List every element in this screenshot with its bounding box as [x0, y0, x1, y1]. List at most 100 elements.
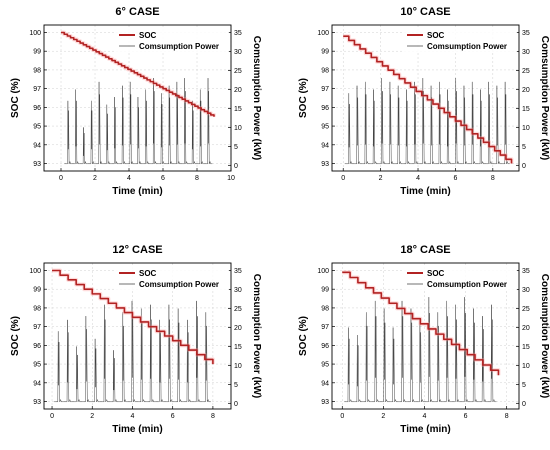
legend-box	[403, 266, 517, 291]
x-tick-label: 8	[505, 413, 509, 420]
series-soc-line	[342, 271, 500, 376]
y-tick-label: 100	[29, 30, 41, 37]
y-tick-label: 100	[317, 30, 329, 37]
y-axis-label: SOC (%)	[298, 316, 309, 356]
x-tick-label: 2	[93, 175, 97, 182]
y2-tick-label: 25	[522, 68, 530, 75]
y-tick-label: 97	[321, 86, 329, 93]
y2-tick-label: 0	[234, 401, 238, 408]
y2-tick-label: 10	[522, 363, 530, 370]
y2-tick-label: 15	[522, 344, 530, 351]
y-tick-label: 100	[317, 268, 329, 275]
x-tick-label: 6	[161, 175, 165, 182]
y2-tick-label: 25	[234, 68, 242, 75]
legend-label-power: Comsumption Power	[139, 280, 219, 289]
plot-frame	[331, 262, 520, 410]
y2-tick-label: 0	[234, 163, 238, 170]
y-tick-label: 96	[321, 105, 329, 112]
x-tick-label: 8	[195, 175, 199, 182]
x-tick-label: 6	[464, 413, 468, 420]
y2-tick-label: 20	[522, 87, 530, 94]
y-tick-label: 93	[321, 161, 329, 168]
chart-panel-2: 12° CASE 93 94 95 96 97 98 99 100 0 5 10 15 20 25 30 35 0…	[10, 244, 262, 435]
x-tick-label: 0	[50, 413, 54, 420]
y-tick-label: 94	[321, 142, 329, 149]
series-power-line	[345, 78, 510, 165]
y-tick-label: 99	[321, 49, 329, 56]
x-axis-label: Time (min)	[400, 424, 450, 435]
y-tick-label: 96	[33, 343, 41, 350]
y2-tick-label: 30	[234, 49, 242, 56]
y-tick-label: 94	[33, 142, 41, 149]
y2-tick-label: 25	[234, 306, 242, 313]
chart-panel-3: 18° CASE 93 94 95 96 97 98 99 100 0 5 10 15 20 25 30 35 0…	[298, 244, 550, 435]
legend-box	[115, 266, 229, 291]
x-tick-label: 8	[491, 175, 495, 182]
y-tick-label: 97	[33, 86, 41, 93]
y-tick-label: 95	[321, 362, 329, 369]
y-tick-label: 96	[321, 343, 329, 350]
panel-title: 6° CASE	[115, 6, 159, 18]
y-tick-label: 94	[321, 380, 329, 387]
x-tick-label: 4	[131, 413, 135, 420]
legend-label-power: Comsumption Power	[427, 280, 507, 289]
y2-tick-label: 10	[522, 125, 530, 132]
panel-title: 10° CASE	[400, 6, 450, 18]
x-tick-label: 4	[127, 175, 131, 182]
y2-tick-label: 35	[522, 268, 530, 275]
y-tick-label: 98	[33, 305, 41, 312]
y2-tick-label: 0	[522, 401, 526, 408]
x-tick-label: 0	[341, 175, 345, 182]
y-axis-label: SOC (%)	[298, 78, 309, 118]
y2-tick-label: 15	[234, 106, 242, 113]
y2-tick-label: 35	[522, 30, 530, 37]
y2-tick-label: 5	[234, 144, 238, 151]
y2-tick-label: 15	[522, 106, 530, 113]
y2-tick-label: 20	[234, 87, 242, 94]
y2-tick-label: 10	[234, 125, 242, 132]
legend-label-soc: SOC	[139, 269, 157, 278]
y-tick-label: 99	[33, 49, 41, 56]
y-tick-label: 95	[33, 362, 41, 369]
panel-title: 12° CASE	[112, 244, 162, 256]
x-tick-label: 0	[340, 413, 344, 420]
x-tick-label: 8	[211, 413, 215, 420]
legend-box	[115, 28, 229, 53]
x-tick-label: 2	[379, 175, 383, 182]
plot-frame	[331, 24, 520, 172]
x-tick-label: 4	[423, 413, 427, 420]
legend-box	[403, 28, 517, 53]
y2-tick-label: 15	[234, 344, 242, 351]
series-soc-line	[52, 269, 214, 365]
panel-title: 18° CASE	[400, 244, 450, 256]
series-soc-line	[343, 35, 513, 164]
series-soc-line	[61, 31, 215, 117]
legend-label-soc: SOC	[427, 31, 445, 40]
y-tick-label: 93	[33, 399, 41, 406]
x-tick-label: 6	[171, 413, 175, 420]
y2-tick-label: 30	[522, 49, 530, 56]
legend-label-power: Comsumption Power	[139, 42, 219, 51]
plot-frame	[43, 262, 232, 410]
chart-panel-1: 10° CASE 93 94 95 96 97 98 99 100 0 5 10 15 20 25 30 35 0…	[298, 6, 550, 197]
y-tick-label: 95	[33, 124, 41, 131]
series-power-line	[64, 78, 213, 165]
x-axis-label: Time (min)	[112, 186, 162, 197]
y2-tick-label: 35	[234, 30, 242, 37]
y2-tick-label: 20	[522, 325, 530, 332]
y2-tick-label: 30	[234, 287, 242, 294]
y2-tick-label: 25	[522, 306, 530, 313]
y2-tick-label: 20	[234, 325, 242, 332]
y2-axis-label: Comsumption Power (kW)	[539, 36, 550, 160]
y2-axis-label: Comsumption Power (kW)	[251, 36, 262, 160]
y2-tick-label: 5	[522, 382, 526, 389]
y-tick-label: 96	[33, 105, 41, 112]
y-tick-label: 97	[33, 324, 41, 331]
series-power-line	[344, 297, 497, 403]
chart-panel-0: 6° CASE 93 94 95 96 97 98 99 100 0 5 10 15 20 25 30 35 0 2…	[10, 6, 262, 197]
legend-label-soc: SOC	[139, 31, 157, 40]
y-tick-label: 98	[321, 67, 329, 74]
y-axis-label: SOC (%)	[10, 78, 21, 118]
y2-tick-label: 5	[522, 144, 526, 151]
